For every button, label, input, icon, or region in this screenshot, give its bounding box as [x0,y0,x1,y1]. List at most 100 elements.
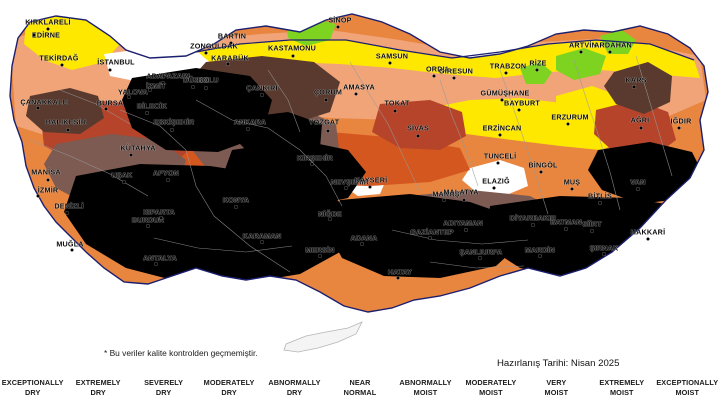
city-marker-dot [336,25,340,29]
city-marker-dot [478,256,482,260]
legend-item: ABNORMALLY MOIST [393,378,458,397]
city-marker-dot [632,85,636,89]
city-marker-dot [122,180,126,184]
city-marker-dot [566,122,570,126]
city-marker-dot [428,236,432,240]
drought-class-legend: EXCEPTIONALLY DRY EXTREMELY DRY SEVERELY DRY M… [0,378,720,406]
legend-item: SEVERELY DRY [131,378,196,397]
legend-item: ABNORMALLY DRY [262,378,327,397]
legend-item: VERY MOIST [524,378,589,397]
city-marker-dot [104,107,108,111]
legend-label-line1: MODERATELY [203,378,255,387]
city-marker-dot [32,33,36,37]
city-marker-dot [70,248,74,252]
city-marker-dot [539,170,543,174]
legend-item: NEAR NORMAL [327,378,392,397]
city-marker-dot [204,86,208,90]
legend-label-line1: SEVERELY [144,378,184,387]
city-marker-dot [598,201,602,205]
city-marker-dot [393,109,397,113]
city-marker-dot [360,242,364,246]
city-marker-dot [432,74,436,78]
city-marker-dot [646,237,650,241]
legend-label-line1: VERY [546,378,567,387]
legend-label-line2: MOIST [413,387,438,397]
city-marker-dot [154,262,158,266]
city-marker-dot [677,126,681,130]
legend-label-line2: DRY [155,387,172,397]
data-quality-footnote: * Bu veriler kalite kontrolden geçmemişt… [104,348,258,358]
city-marker-dot [535,68,539,72]
legend-label-line2: MOIST [610,387,634,397]
city-marker-dot [579,50,583,54]
city-marker-dot [416,134,420,138]
city-marker-dot [636,187,640,191]
city-marker-dot [442,198,446,202]
black-sea-coast [195,39,695,61]
city-marker-dot [291,54,295,58]
legend-label-line2: DRY [221,387,237,397]
legend-label-line1: ABNORMALLY [399,378,452,387]
city-marker-dot [608,50,612,54]
city-marker-dot [504,71,508,75]
legend-item: EXCEPTIONALLY DRY [0,378,65,397]
legend-label-line2: DRY [286,387,303,397]
legend-label-line1: ABNORMALLY [268,378,321,387]
city-marker-dot [108,68,112,72]
city-marker-dot [354,92,358,96]
city-marker-dot [260,240,264,244]
city-marker-dot [310,162,314,166]
city-marker-dot [639,126,643,130]
city-marker-dot [260,93,264,97]
city-marker-dot [36,106,40,110]
legend-label-line2: MOIST [479,387,503,397]
city-marker-dot [388,61,392,65]
city-marker-dot [318,254,322,258]
city-marker-dot [496,161,500,165]
legend-label-line2: DRY [25,387,41,397]
legend-label-line1: MODERATELY [465,378,517,387]
city-marker-dot [492,186,496,190]
city-marker-dot [65,211,69,215]
legend-label-line1: EXTREMELY [75,378,121,387]
legend-label-line1: EXCEPTIONALLY [656,378,719,387]
city-marker-dot [326,129,330,133]
city-marker-dot [204,51,208,55]
city-marker-dot [226,62,230,66]
city-marker-dot [161,81,165,85]
city-marker-dot [531,223,535,227]
cyprus-outline [283,321,363,353]
city-marker-dot [590,229,594,233]
city-marker-dot [127,95,131,99]
city-marker-dot [229,41,233,45]
city-marker-dot [564,227,568,231]
city-marker-dot [145,111,149,115]
city-marker-dot [191,85,195,89]
city-marker-dot [148,88,152,92]
city-marker-dot [166,178,170,182]
city-marker-dot [159,216,163,220]
city-marker-dot [452,76,456,80]
legend-label-line1: NEAR [349,378,371,387]
prepared-date-label: Hazırlanış Tarihi: Nisan 2025 [497,358,620,369]
city-marker-dot [146,224,150,228]
city-marker-dot [462,198,466,202]
city-marker-dot [500,98,504,102]
city-marker-dot [60,63,64,67]
city-marker-dot [517,108,521,112]
legend-label-line2: NORMAL [343,387,377,397]
city-marker-dot [46,178,50,182]
legend-label-line2: DRY [90,387,106,397]
city-marker-dot [234,205,238,209]
province-boundaries [29,55,673,273]
city-marker-dot [170,128,174,132]
city-marker-dot [498,133,502,137]
city-marker-dot [66,128,70,132]
city-marker-dot [538,254,542,258]
city-marker-dot [464,228,468,232]
city-marker-dot [344,186,348,190]
legend-item: EXTREMELY DRY [65,378,130,397]
